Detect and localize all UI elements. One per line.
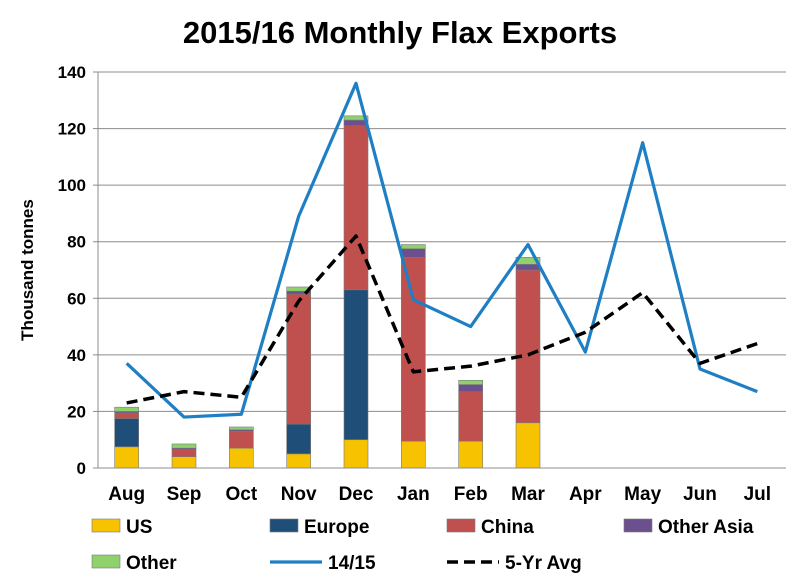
- x-tick-label-dec: Dec: [339, 484, 374, 505]
- bar-other-asia-feb: [458, 384, 483, 392]
- bar-china-dec: [343, 125, 369, 291]
- bar-china-aug: [114, 412, 139, 419]
- legend-label-14-15: 14/15: [328, 553, 376, 574]
- legend-swatch-europe: [269, 518, 299, 533]
- bar-other-aug: [114, 406, 139, 412]
- bar-us-mar: [515, 422, 541, 469]
- y-axis-label: Thousand tonnes: [18, 199, 37, 341]
- y-tick-label-80: 80: [67, 233, 86, 252]
- y-tick-label-40: 40: [67, 346, 86, 365]
- bar-other-jan: [401, 244, 426, 250]
- x-tick-label-mar: Mar: [511, 484, 545, 505]
- y-tick-label-60: 60: [67, 289, 86, 308]
- legend: US Europe China Other Asia Other 14/15 5-Yr Av…: [91, 517, 754, 574]
- x-tick-label-feb: Feb: [454, 484, 488, 505]
- bar-us-oct: [229, 447, 254, 469]
- legend-swatch-us: [91, 518, 121, 533]
- bar-china-oct: [229, 430, 254, 449]
- legend-swatch-other-asia: [623, 518, 653, 533]
- x-tick-label-jul: Jul: [744, 484, 771, 505]
- axes: 0 20 40 60 80 100 120 140 Aug Sep Oct Nov Dec Jan Feb M…: [58, 63, 786, 505]
- chart-title: 2015/16 Monthly Flax Exports: [183, 15, 617, 50]
- legend-swatch-china: [446, 518, 476, 533]
- bar-other-feb: [458, 380, 483, 385]
- y-tick-label-0: 0: [77, 459, 86, 478]
- legend-label-5-yr-avg: 5-Yr Avg: [505, 553, 582, 574]
- bar-us-dec: [343, 439, 369, 469]
- bar-europe-dec: [343, 289, 369, 441]
- x-tick-label-sep: Sep: [167, 484, 202, 505]
- bar-other-asia-mar: [515, 264, 541, 271]
- line-layer: [125, 81, 758, 419]
- y-tick-label-100: 100: [58, 176, 86, 195]
- bar-us-nov: [286, 453, 311, 469]
- legend-swatch-other: [91, 554, 121, 569]
- line-14-15: [125, 81, 758, 419]
- legend-label-other-asia: Other Asia: [658, 517, 754, 538]
- bar-china-jan: [401, 256, 426, 442]
- legend-item-14-15: 14/15: [270, 553, 376, 574]
- bar-china-sep: [171, 449, 197, 457]
- y-tick-label-20: 20: [67, 402, 86, 421]
- bar-other-sep: [171, 443, 197, 449]
- x-tick-label-jan: Jan: [397, 484, 430, 505]
- bar-other-oct: [229, 426, 254, 431]
- gridlines: [98, 71, 786, 412]
- y-tick-label-140: 140: [58, 63, 86, 82]
- line-5-yr-avg: [126, 234, 758, 405]
- legend-label-china: China: [481, 517, 534, 538]
- legend-item-europe: Europe: [269, 517, 369, 538]
- x-tick-label-aug: Aug: [108, 484, 145, 505]
- bar-us-jan: [401, 440, 426, 469]
- legend-item-other: Other: [91, 553, 177, 574]
- bar-other-asia-jan: [401, 248, 426, 258]
- legend-label-europe: Europe: [304, 517, 369, 538]
- bar-other-dec: [343, 115, 369, 121]
- bar-china-feb: [458, 391, 483, 442]
- x-tick-label-jun: Jun: [683, 484, 717, 505]
- bar-china-mar: [515, 269, 541, 424]
- y-tick-label-120: 120: [58, 120, 86, 139]
- legend-item-china: China: [446, 517, 534, 538]
- x-tick-label-apr: Apr: [569, 484, 602, 505]
- legend-item-5-yr-avg: 5-Yr Avg: [447, 553, 582, 574]
- legend-item-us: US: [91, 517, 152, 538]
- bar-europe-nov: [286, 423, 311, 455]
- legend-label-us: US: [126, 517, 152, 538]
- bar-layer: [114, 115, 541, 469]
- legend-label-other: Other: [126, 553, 177, 574]
- bar-europe-aug: [114, 418, 139, 448]
- x-tick-label-oct: Oct: [225, 484, 257, 505]
- x-tick-label-nov: Nov: [281, 484, 317, 505]
- legend-item-other-asia: Other Asia: [623, 517, 754, 538]
- bar-us-feb: [458, 440, 483, 469]
- bar-us-aug: [114, 446, 139, 469]
- x-tick-label-may: May: [624, 484, 661, 505]
- bar-us-sep: [171, 456, 197, 469]
